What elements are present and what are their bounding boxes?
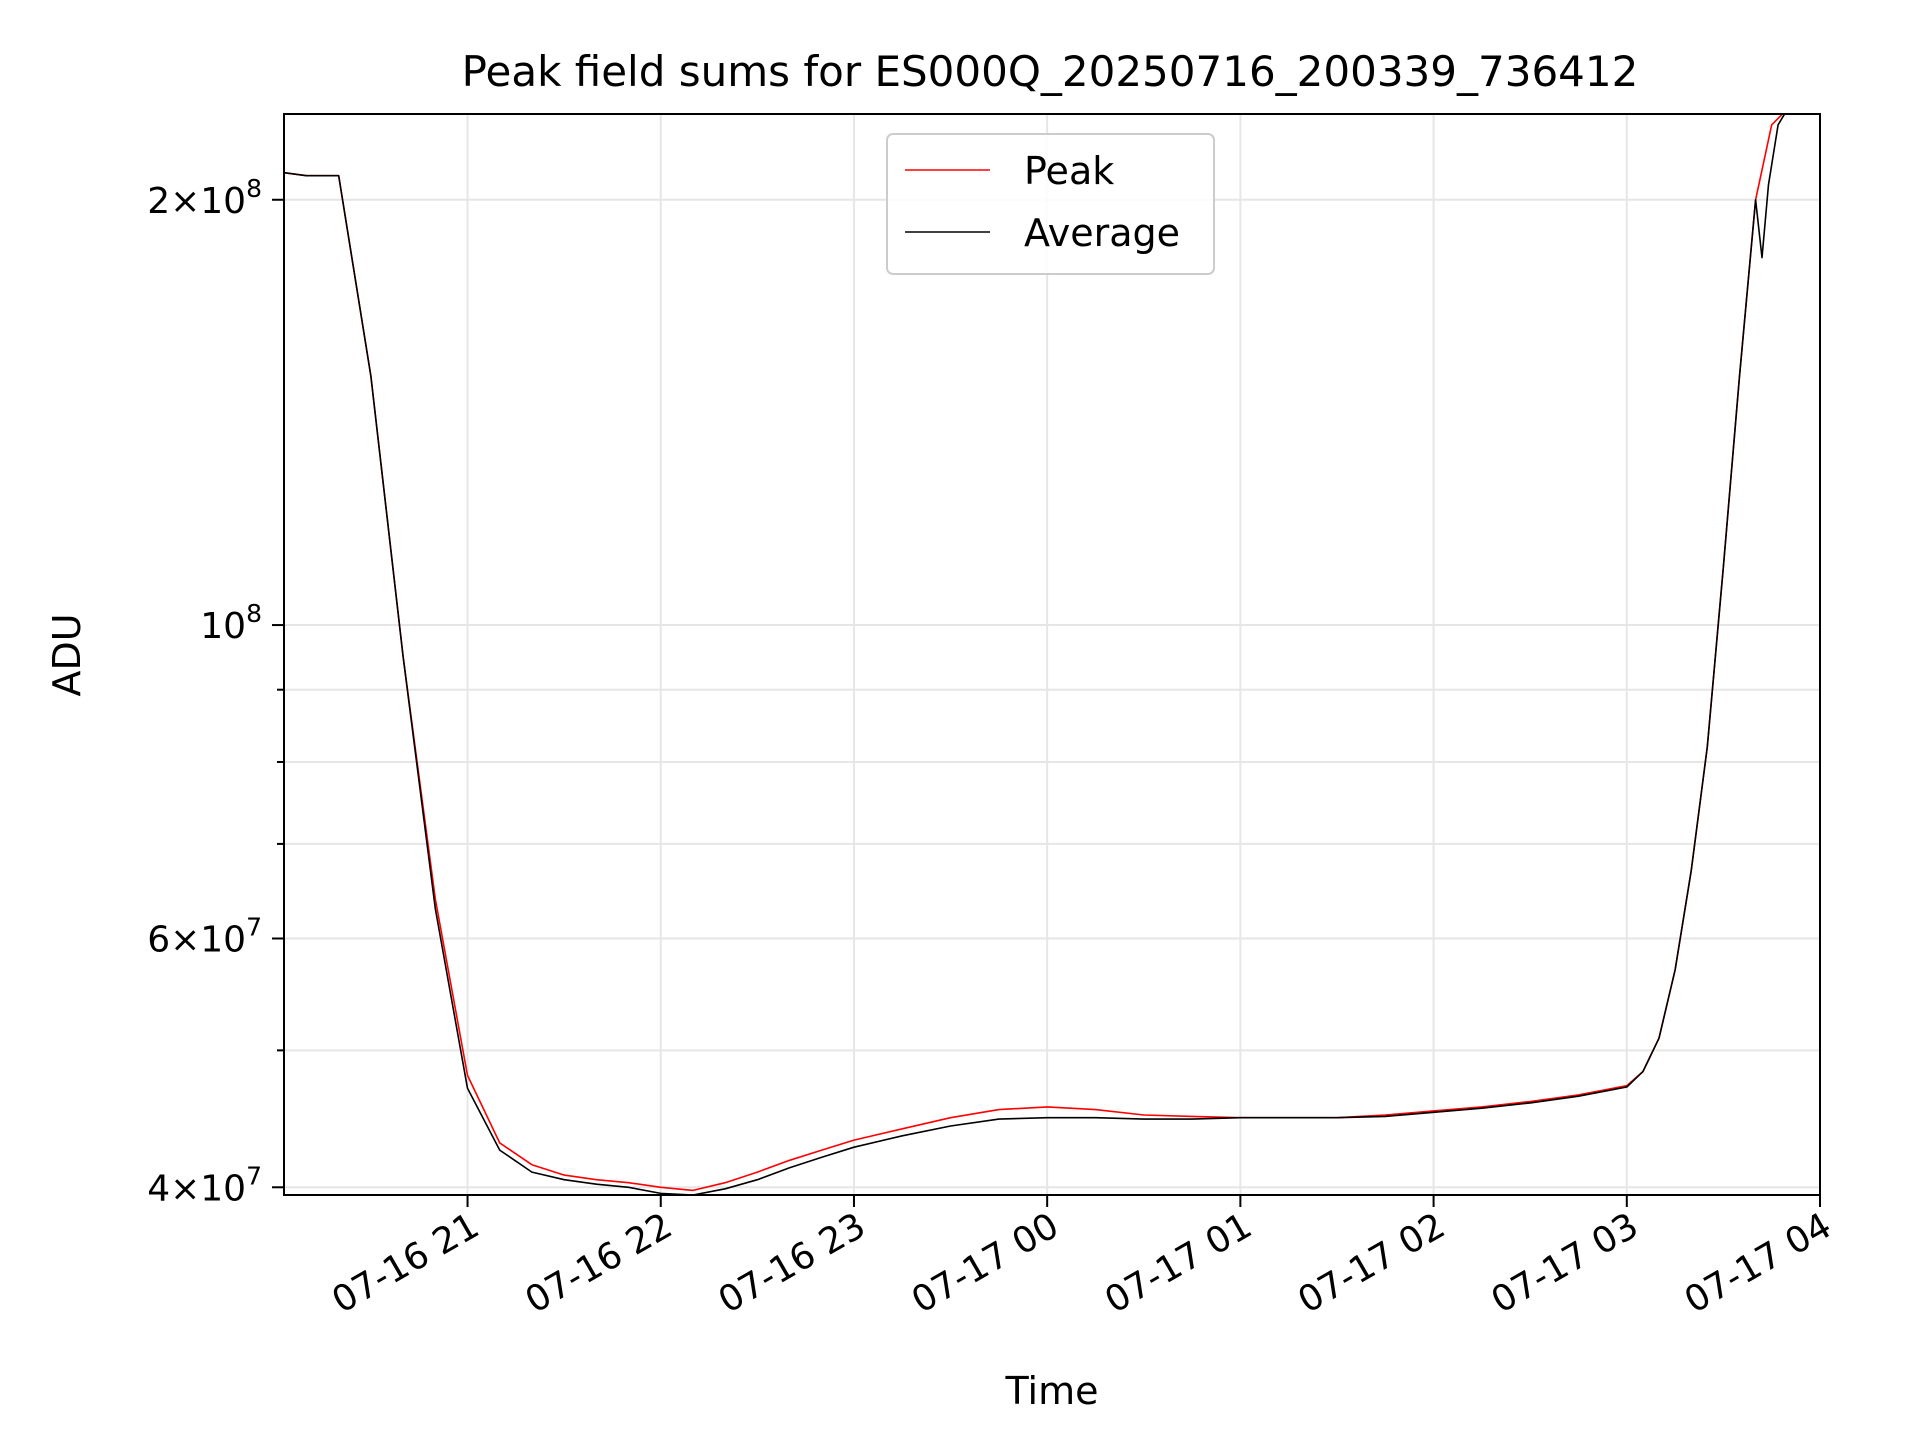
- x-tick-label: 07-17 01: [1098, 1205, 1259, 1321]
- x-tick-label: 07-17 00: [905, 1205, 1066, 1321]
- legend-label-average: Average: [1024, 211, 1180, 255]
- plot-series: [284, 114, 1786, 1195]
- x-tick-label: 07-17 03: [1485, 1205, 1646, 1321]
- x-tick-label: 07-16 23: [712, 1205, 873, 1321]
- legend: Peak Average: [886, 133, 1215, 275]
- legend-box: [886, 133, 1215, 275]
- y-axis-label: ADU: [45, 613, 89, 696]
- plot-frame: [283, 113, 1821, 1196]
- x-tick-label: 07-16 21: [325, 1205, 486, 1321]
- y-tick-label: 108: [200, 599, 262, 647]
- series-line-average: [284, 114, 1786, 1195]
- x-tick-label: 07-17 02: [1291, 1205, 1452, 1321]
- x-axis-label: Time: [1005, 1369, 1099, 1413]
- y-tick-label: 4×107: [147, 1161, 262, 1209]
- y-tick-label: 6×107: [147, 912, 262, 960]
- x-tick-label: 07-17 04: [1678, 1205, 1839, 1321]
- legend-label-peak: Peak: [1024, 149, 1114, 193]
- x-tick-label: 07-16 22: [519, 1205, 680, 1321]
- x-axis-ticks: 07-16 21 07-16 22 07-16 23 07-17 00 07-17 01…: [325, 1195, 1839, 1322]
- grid: [284, 114, 1820, 1195]
- y-tick-label: 2×108: [147, 174, 262, 222]
- y-axis-ticks: 4×107 6×107 108 2×108: [147, 174, 284, 1209]
- chart-title: Peak field sums for ES000Q_20250716_2003…: [462, 47, 1639, 96]
